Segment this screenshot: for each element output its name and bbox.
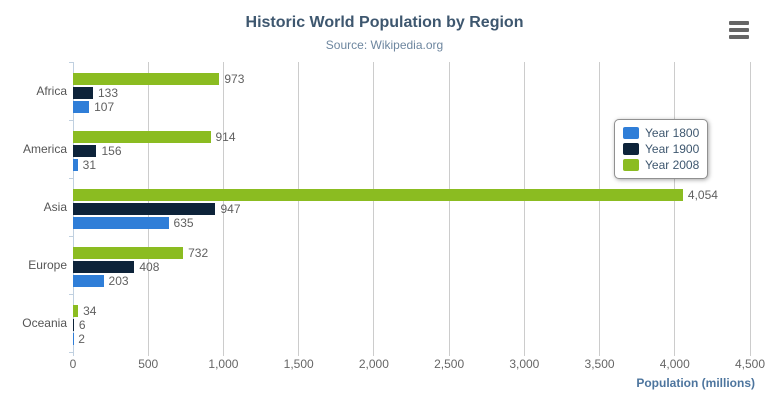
- bar-year-1900-oceania[interactable]: [73, 319, 74, 331]
- data-label-year-1900-africa: 133: [98, 86, 119, 100]
- bar-year-1800-america[interactable]: [73, 159, 78, 171]
- data-label-year-1900-america: 156: [101, 144, 122, 158]
- x-axis-tick: [448, 352, 450, 356]
- bar-year-2008-oceania[interactable]: [73, 305, 79, 317]
- y-axis-category-label-oceania: Oceania: [22, 316, 67, 330]
- y-axis-tick: [69, 119, 73, 121]
- legend-item-year-2008[interactable]: Year 2008: [623, 157, 699, 173]
- x-axis-tick: [298, 352, 300, 356]
- gridline: [298, 62, 300, 352]
- legend-label: Year 1800: [645, 126, 700, 140]
- chart-subtitle: Source: Wikipedia.org: [325, 38, 444, 52]
- legend-label: Year 2008: [645, 158, 700, 172]
- x-axis-tick-label: 3,000: [509, 357, 540, 371]
- bar-year-2008-africa[interactable]: [73, 73, 220, 85]
- x-axis-tick: [222, 352, 224, 356]
- data-label-year-2008-africa: 973: [224, 72, 245, 86]
- gridline: [222, 62, 224, 352]
- y-axis-category-label-america: America: [22, 142, 67, 156]
- data-label-year-1800-africa: 107: [94, 100, 115, 114]
- data-label-year-1900-asia: 947: [220, 202, 241, 216]
- bar-year-1900-america[interactable]: [73, 145, 97, 157]
- gridline: [373, 62, 375, 352]
- gridline: [448, 62, 450, 352]
- x-axis-tick-label: 500: [138, 357, 159, 371]
- x-axis-tick: [674, 352, 676, 356]
- legend-item-year-1800[interactable]: Year 1800: [623, 125, 699, 141]
- data-label-year-1800-oceania: 2: [78, 332, 85, 346]
- x-axis-tick: [749, 352, 751, 356]
- bar-year-1800-asia[interactable]: [73, 217, 169, 229]
- chart-title: Historic World Population by Region: [245, 14, 524, 31]
- x-axis-tick-label: 1,500: [283, 357, 314, 371]
- hamburger-bar: [729, 35, 749, 39]
- data-label-year-1900-oceania: 6: [78, 318, 86, 332]
- x-axis-tick-label: 3,500: [584, 357, 615, 371]
- bar-year-2008-europe[interactable]: [73, 247, 184, 259]
- y-axis-category-label-asia: Asia: [43, 200, 67, 214]
- data-label-year-1900-europe: 408: [139, 260, 160, 274]
- x-axis-tick-label: 1,000: [208, 357, 239, 371]
- data-label-year-1800-europe: 203: [108, 274, 129, 288]
- legend-symbol-year-2008: [623, 159, 639, 171]
- data-label-year-2008-europe: 732: [188, 246, 209, 260]
- legend: Year 1800 Year 1900 Year 2008: [614, 119, 709, 179]
- x-axis-title: Population (millions): [636, 376, 755, 390]
- data-label-year-2008-america: 914: [215, 130, 236, 144]
- gridline: [523, 62, 525, 352]
- bar-year-1800-africa[interactable]: [73, 101, 90, 113]
- bar-year-1900-asia[interactable]: [73, 203, 216, 215]
- x-axis-tick: [599, 352, 601, 356]
- bar-year-2008-asia[interactable]: [73, 189, 683, 201]
- x-axis-tick-label: 4,500: [734, 357, 766, 371]
- hamburger-bar: [729, 21, 749, 25]
- y-axis-tick: [69, 293, 73, 295]
- legend-item-year-1900[interactable]: Year 1900: [623, 141, 699, 157]
- hamburger-bar: [729, 28, 749, 32]
- bar-year-1800-europe[interactable]: [73, 275, 104, 287]
- x-axis-tick: [373, 352, 375, 356]
- gridline: [674, 62, 676, 352]
- x-axis-tick-label: 2,500: [434, 357, 465, 371]
- x-axis-tick-label: 2,000: [358, 357, 389, 371]
- data-label-year-2008-oceania: 34: [83, 304, 97, 318]
- data-label-year-1800-asia: 635: [173, 216, 194, 230]
- y-axis-tick: [69, 61, 73, 63]
- bar-year-1900-africa[interactable]: [73, 87, 93, 99]
- x-axis-tick-label: 0: [69, 357, 77, 371]
- data-label-year-1800-america: 31: [82, 158, 97, 172]
- bar-year-1900-europe[interactable]: [73, 261, 135, 273]
- hamburger-menu-icon[interactable]: [729, 21, 749, 39]
- bar-year-2008-america[interactable]: [73, 131, 211, 143]
- x-axis-tick: [147, 352, 149, 356]
- x-axis-tick: [523, 352, 525, 356]
- data-label-year-2008-asia: 4,054: [687, 188, 718, 202]
- y-axis-category-label-africa: Africa: [36, 84, 67, 98]
- y-axis-tick: [69, 235, 73, 237]
- y-axis-category-label-europe: Europe: [28, 258, 67, 272]
- x-axis-tick-label: 4,000: [659, 357, 690, 371]
- gridline: [599, 62, 601, 352]
- y-axis-tick: [69, 351, 73, 353]
- y-axis-tick: [69, 177, 73, 179]
- legend-symbol-year-1900: [623, 143, 639, 155]
- gridline: [749, 62, 751, 352]
- legend-symbol-year-1800: [623, 127, 639, 139]
- legend-label: Year 1900: [645, 142, 700, 156]
